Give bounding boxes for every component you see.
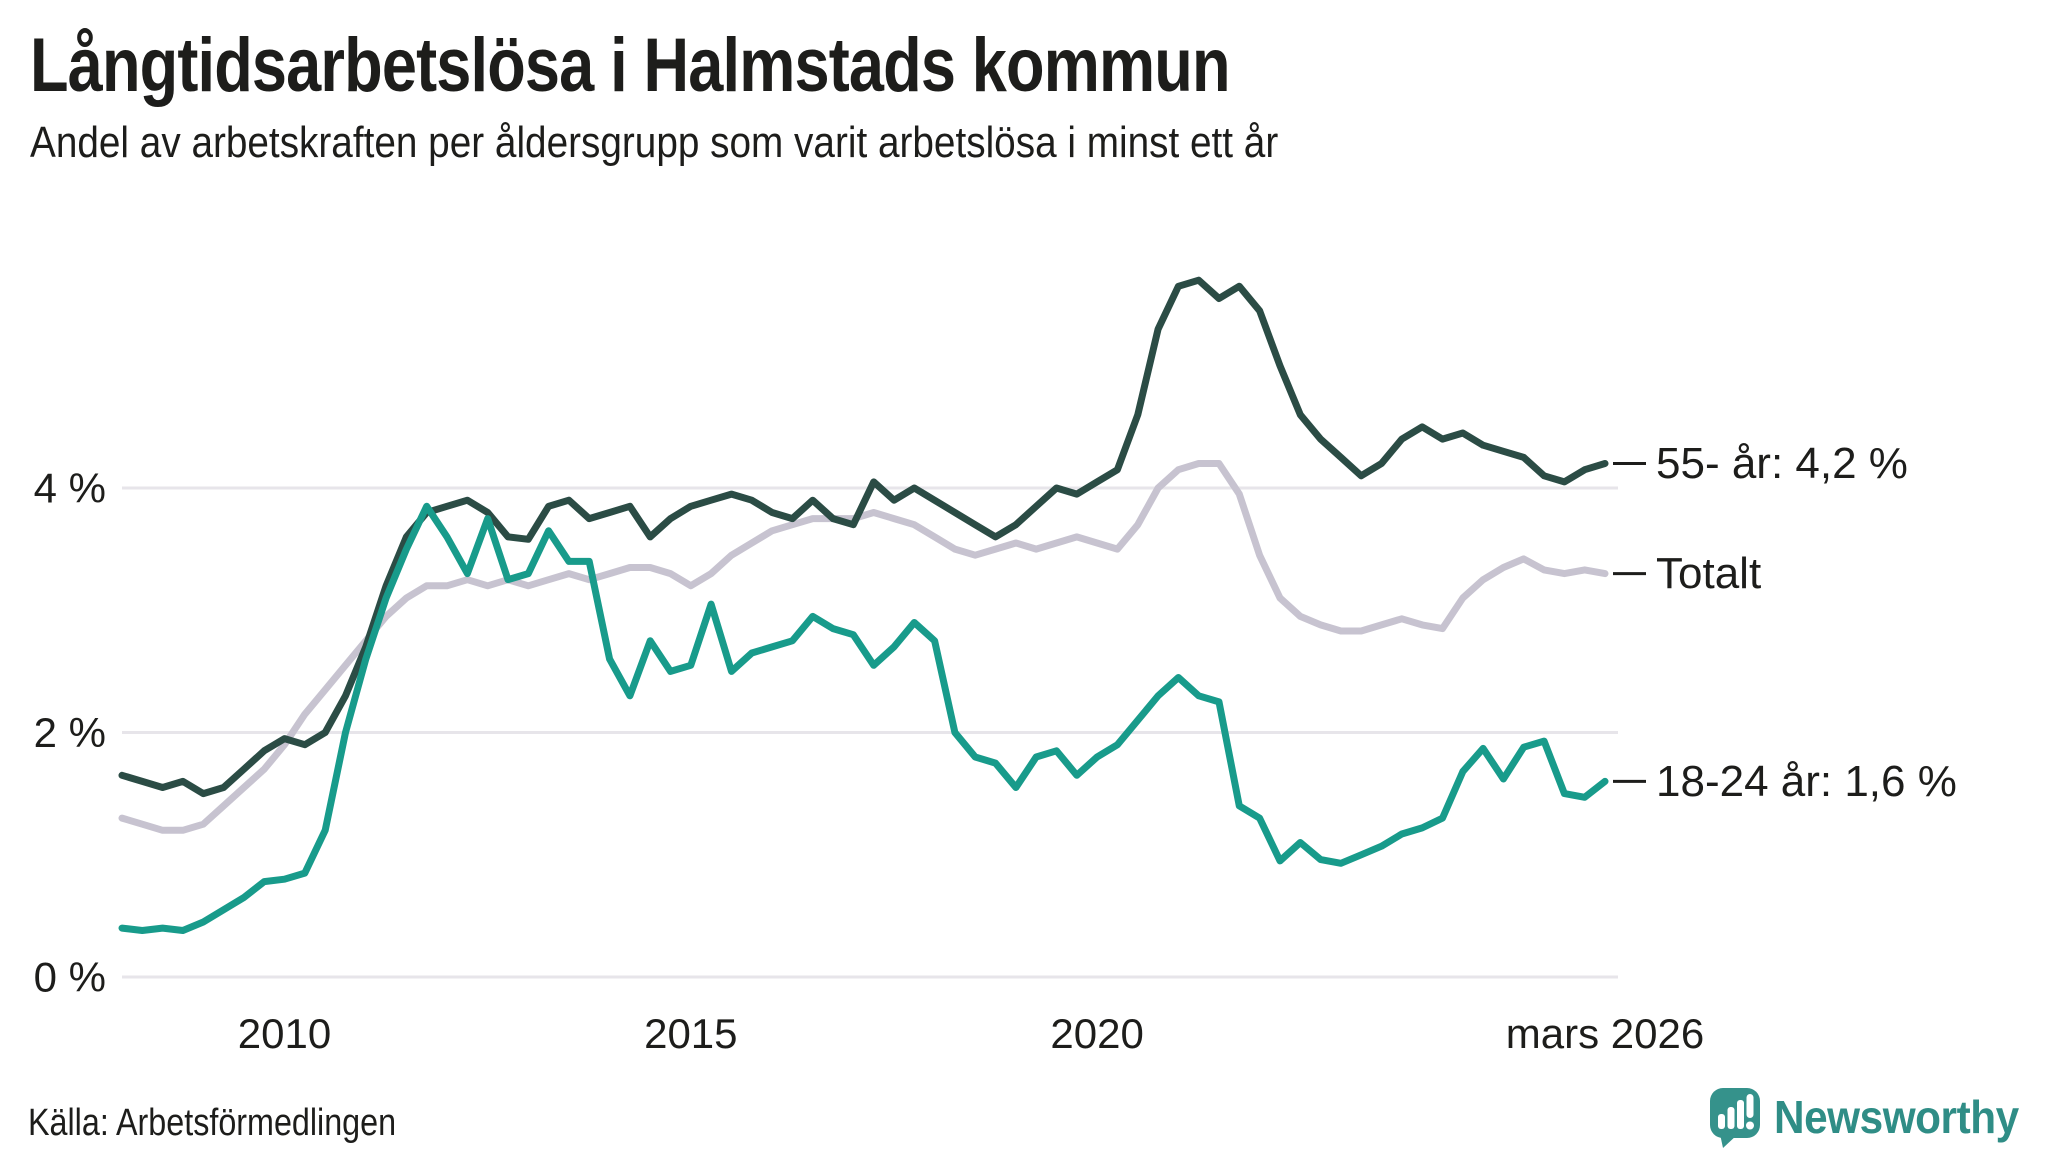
series-end-label-55-r: 55- år: 4,2 % [1656, 439, 1908, 488]
x-tick-label: 2015 [644, 1010, 737, 1057]
y-tick-label: 0 % [34, 954, 106, 1001]
logo-exclamation-dot [1746, 1121, 1755, 1130]
newsworthy-icon [1710, 1088, 1761, 1148]
newsworthy-wordmark: Newsworthy [1774, 1091, 2019, 1143]
logo-bar-2 [1727, 1107, 1735, 1129]
y-tick-label: 4 % [34, 465, 106, 512]
x-tick-label: 2010 [238, 1010, 331, 1057]
chart-subtitle: Andel av arbetskraften per åldersgrupp s… [30, 118, 1279, 167]
series-line-18-24-r [118, 502, 1609, 934]
series-line-55-r [118, 276, 1609, 798]
logo-bubble-tail [1720, 1134, 1739, 1148]
series-end-label-18-24-r: 18-24 år: 1,6 % [1656, 757, 1957, 806]
logo-bar-3 [1737, 1100, 1745, 1129]
x-tick-label: 2020 [1050, 1010, 1143, 1057]
logo-exclamation-bar [1746, 1094, 1754, 1118]
y-tick-label: 2 % [34, 709, 106, 756]
x-tick-label: mars 2026 [1506, 1010, 1704, 1057]
logo-bar-1 [1718, 1114, 1726, 1129]
series-end-label-totalt: Totalt [1656, 549, 1761, 598]
source-note: Källa: Arbetsförmedlingen [28, 1102, 397, 1144]
newsworthy-logo: Newsworthy [1708, 1086, 2040, 1148]
chart-title: Långtidsarbetslösa i Halmstads kommun [30, 23, 1230, 108]
